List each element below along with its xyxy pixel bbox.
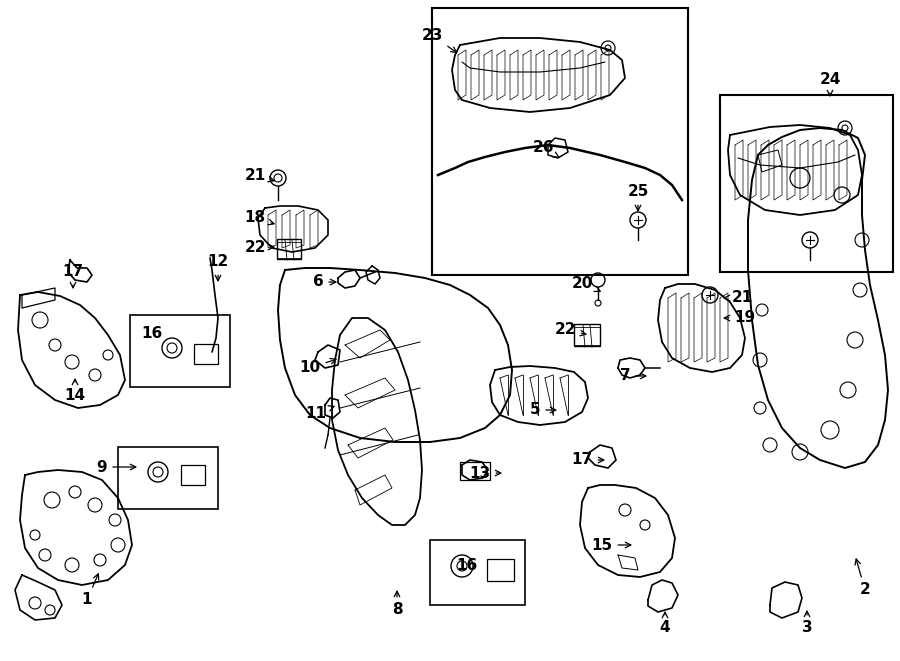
Bar [430, 540, 525, 605]
Text: 16: 16 [141, 325, 163, 340]
Text: 13: 13 [470, 465, 500, 481]
Text: 17: 17 [62, 264, 84, 288]
Text: 22: 22 [244, 239, 274, 254]
Text: 21: 21 [724, 290, 752, 305]
Text: 14: 14 [65, 379, 86, 403]
Text: 12: 12 [207, 254, 229, 281]
Text: 3: 3 [802, 611, 813, 635]
Text: 11: 11 [305, 405, 334, 420]
Text: 15: 15 [591, 537, 631, 553]
Bar [118, 447, 218, 509]
Bar [130, 315, 230, 387]
Bar [720, 95, 893, 272]
Bar [432, 8, 688, 275]
Text: 8: 8 [392, 591, 402, 617]
Text: 17: 17 [572, 453, 604, 467]
Text: 20: 20 [572, 276, 600, 292]
Text: 6: 6 [312, 274, 336, 290]
Text: 25: 25 [627, 184, 649, 211]
Text: 2: 2 [855, 559, 870, 598]
Text: 10: 10 [300, 358, 336, 375]
Text: 24: 24 [819, 73, 841, 96]
Text: 9: 9 [96, 459, 136, 475]
Text: 26: 26 [532, 141, 559, 157]
Text: 7: 7 [620, 368, 646, 383]
Text: 1: 1 [82, 574, 99, 607]
Text: 23: 23 [421, 28, 456, 53]
Text: 22: 22 [554, 323, 586, 338]
Text: 4: 4 [660, 612, 670, 635]
Text: 19: 19 [724, 311, 756, 325]
Text: 5: 5 [530, 403, 556, 418]
Text: 18: 18 [245, 210, 274, 225]
Text: 21: 21 [245, 167, 274, 182]
Bar [460, 462, 490, 480]
Text: 16: 16 [456, 557, 478, 572]
